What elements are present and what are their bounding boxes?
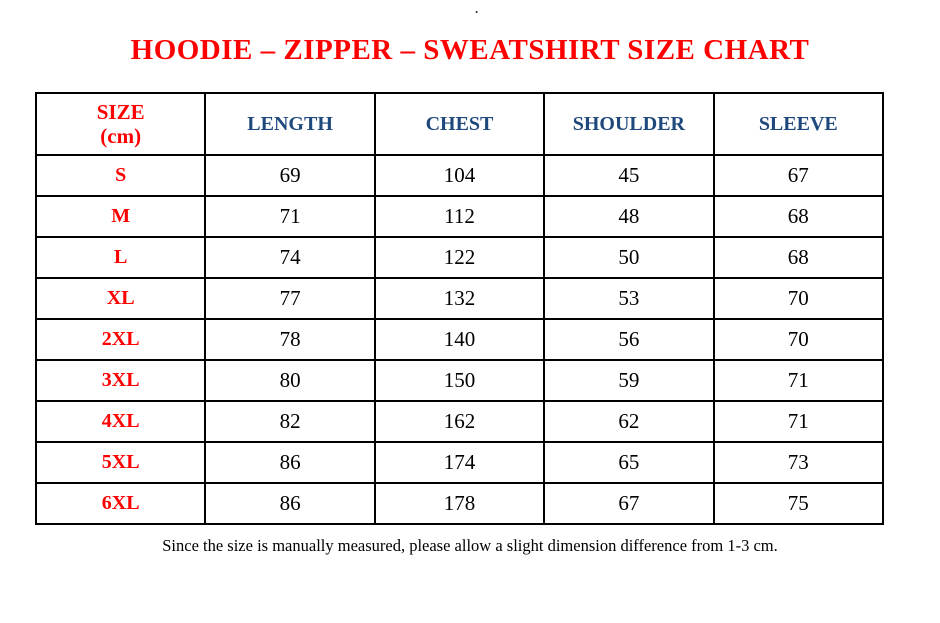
chest-value: 178 — [373, 482, 546, 525]
length-value: 78 — [204, 318, 376, 361]
size-label: 6XL — [34, 482, 207, 525]
sleeve-value: 71 — [712, 400, 885, 443]
size-label: 3XL — [34, 359, 207, 402]
column-header-size-line1: SIZE — [96, 99, 145, 124]
column-header-size-line2: (cm) — [100, 124, 142, 148]
size-label: 5XL — [34, 441, 207, 484]
table-row-5xl: 5XL 86 174 65 73 — [34, 441, 885, 484]
measurement-note: Since the size is manually measured, ple… — [162, 536, 778, 555]
table-row-l: L 74 122 50 68 — [34, 236, 885, 279]
size-label: XL — [34, 277, 207, 320]
length-value: 86 — [204, 441, 376, 484]
sleeve-value: 68 — [712, 195, 885, 238]
chest-value: 122 — [373, 236, 546, 279]
table-row-4xl: 4XL 82 162 62 71 — [34, 400, 885, 443]
sleeve-value: 70 — [712, 277, 885, 320]
table-row-xl: XL 77 132 53 70 — [34, 277, 885, 320]
shoulder-value: 50 — [543, 236, 715, 279]
table-row-s: S 69 104 45 67 — [34, 154, 885, 197]
shoulder-value: 56 — [543, 318, 715, 361]
chest-value: 140 — [373, 318, 546, 361]
page-title: HOODIE – ZIPPER – SWEATSHIRT SIZE CHART — [130, 34, 810, 66]
sleeve-value: 75 — [712, 482, 885, 525]
table-row-2xl: 2XL 78 140 56 70 — [34, 318, 885, 361]
shoulder-value: 48 — [543, 195, 715, 238]
sleeve-value: 67 — [712, 154, 885, 197]
chest-value: 132 — [373, 277, 546, 320]
chest-value: 150 — [373, 359, 546, 402]
sleeve-value: 68 — [712, 236, 885, 279]
shoulder-value: 53 — [543, 277, 715, 320]
column-header-length: LENGTH — [204, 92, 376, 156]
column-header-size: SIZE (cm) — [34, 92, 207, 156]
length-value: 86 — [204, 482, 376, 525]
shoulder-value: 67 — [543, 482, 715, 525]
length-value: 82 — [204, 400, 376, 443]
chest-value: 162 — [373, 400, 546, 443]
size-label: 2XL — [34, 318, 207, 361]
size-label: S — [34, 154, 207, 197]
size-label: L — [34, 236, 207, 279]
size-label: 4XL — [34, 400, 207, 443]
shoulder-value: 59 — [543, 359, 715, 402]
table-row-6xl: 6XL 86 178 67 75 — [34, 482, 885, 525]
shoulder-value: 62 — [543, 400, 715, 443]
shoulder-value: 65 — [543, 441, 715, 484]
size-chart-table: SIZE (cm) LENGTH CHEST SHOULDER SLEEVE S… — [34, 92, 885, 525]
stray-dot: . — [475, 1, 479, 16]
length-value: 74 — [204, 236, 376, 279]
header-row: SIZE (cm) LENGTH CHEST SHOULDER SLEEVE — [34, 92, 885, 156]
sleeve-value: 73 — [712, 441, 885, 484]
table-row-3xl: 3XL 80 150 59 71 — [34, 359, 885, 402]
table-row-m: M 71 112 48 68 — [34, 195, 885, 238]
size-label: M — [34, 195, 207, 238]
column-header-sleeve: SLEEVE — [712, 92, 885, 156]
sleeve-value: 70 — [712, 318, 885, 361]
chest-value: 174 — [373, 441, 546, 484]
length-value: 77 — [204, 277, 376, 320]
length-value: 80 — [204, 359, 376, 402]
column-header-chest: CHEST — [373, 92, 546, 156]
length-value: 69 — [204, 154, 376, 197]
chest-value: 104 — [373, 154, 546, 197]
chest-value: 112 — [373, 195, 546, 238]
length-value: 71 — [204, 195, 376, 238]
sleeve-value: 71 — [712, 359, 885, 402]
column-header-shoulder: SHOULDER — [543, 92, 715, 156]
shoulder-value: 45 — [543, 154, 715, 197]
